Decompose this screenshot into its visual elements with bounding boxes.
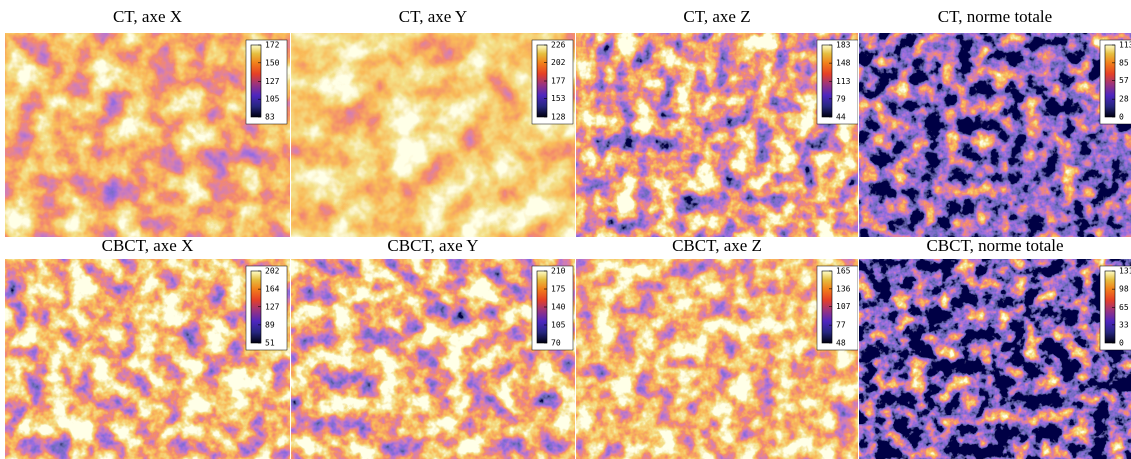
colorbar-tick-label: 177 <box>551 77 566 86</box>
heatmap <box>576 33 858 237</box>
colorbar-tick-label: 98 <box>1119 285 1129 294</box>
colorbar-tick-label: 51 <box>265 339 275 348</box>
heatmap <box>859 33 1131 237</box>
map-image: 202 164 127 89 51 <box>5 259 290 459</box>
map-image: 113 85 57 28 0 <box>859 33 1131 237</box>
map-image: 172 150 127 105 83 <box>5 33 290 237</box>
map-image: 226 202 177 153 128 <box>291 33 575 237</box>
colorbar-tick-label: 28 <box>1119 95 1129 104</box>
colorbar-tick-label: 165 <box>836 267 851 276</box>
panel-title: CBCT, axe Z <box>672 236 762 255</box>
colorbar-tick-label: 202 <box>551 58 566 67</box>
colorbar-tick-label: 107 <box>836 302 851 311</box>
colorbar-tick-label: 127 <box>265 77 280 86</box>
colorbar-tick-label: 127 <box>265 302 280 311</box>
colorbar-tick-label: 57 <box>1119 76 1129 85</box>
colorbar-tick-label: 131 <box>1119 267 1131 276</box>
panel-title: CBCT, norme totale <box>926 236 1064 255</box>
colorbar-tick-label: 105 <box>265 95 280 104</box>
heatmap <box>5 259 290 459</box>
panel-title: CBCT, axe X <box>101 236 194 255</box>
heatmap <box>291 33 575 237</box>
map-image: 165 136 107 77 48 <box>576 259 858 459</box>
colorbar-tick-label: 128 <box>551 113 566 122</box>
colorbar-tick-label: 113 <box>1119 41 1131 50</box>
colorbar-tick-label: 77 <box>836 321 846 330</box>
heatmap <box>5 33 290 237</box>
colorbar-tick-label: 226 <box>551 41 566 50</box>
panel-title: CT, axe Z <box>683 7 751 26</box>
colorbar-tick-label: 79 <box>836 94 846 103</box>
colorbar-tick-label: 48 <box>836 339 846 348</box>
map-image: 131 98 65 33 0 <box>859 259 1131 459</box>
colorbar-tick-label: 153 <box>551 94 566 103</box>
colorbar-tick-label: 148 <box>836 59 851 68</box>
colorbar <box>821 270 833 344</box>
colorbar-tick-label: 70 <box>551 339 561 348</box>
colorbar-tick-label: 83 <box>265 113 275 122</box>
panel-title: CT, axe Y <box>398 7 468 26</box>
colorbar-tick-label: 164 <box>265 285 280 294</box>
heatmap <box>576 259 858 459</box>
colorbar <box>1104 44 1116 118</box>
colorbar-tick-label: 210 <box>551 267 566 276</box>
colorbar <box>250 44 262 118</box>
colorbar-tick-label: 89 <box>265 320 275 329</box>
colorbar-tick-label: 44 <box>836 113 846 122</box>
panel-title: CBCT, axe Y <box>387 236 479 255</box>
colorbar-tick-label: 175 <box>551 285 566 294</box>
colorbar-tick-label: 183 <box>836 41 851 50</box>
map-image: 183 148 113 79 44 <box>576 33 858 237</box>
colorbar-tick-label: 172 <box>265 41 280 50</box>
panel-title: CT, axe X <box>112 7 183 26</box>
colorbar-tick-label: 113 <box>836 77 851 86</box>
heatmap <box>291 259 575 459</box>
colorbar-tick-label: 0 <box>1119 113 1124 122</box>
colorbar-tick-label: 105 <box>551 321 566 330</box>
colorbar-tick-label: 0 <box>1119 339 1124 348</box>
colorbar-tick-label: 202 <box>265 267 280 276</box>
panel-title: CT, norme totale <box>937 7 1053 26</box>
heatmap <box>859 259 1131 459</box>
colorbar-tick-label: 140 <box>551 303 566 312</box>
colorbar-tick-label: 65 <box>1119 303 1129 312</box>
map-image: 210 175 140 105 70 <box>291 259 575 459</box>
colorbar-tick-label: 150 <box>265 58 280 67</box>
colorbar-tick-label: 136 <box>836 284 851 293</box>
colorbar-tick-label: 33 <box>1119 320 1129 329</box>
colorbar-tick-label: 85 <box>1119 58 1129 67</box>
